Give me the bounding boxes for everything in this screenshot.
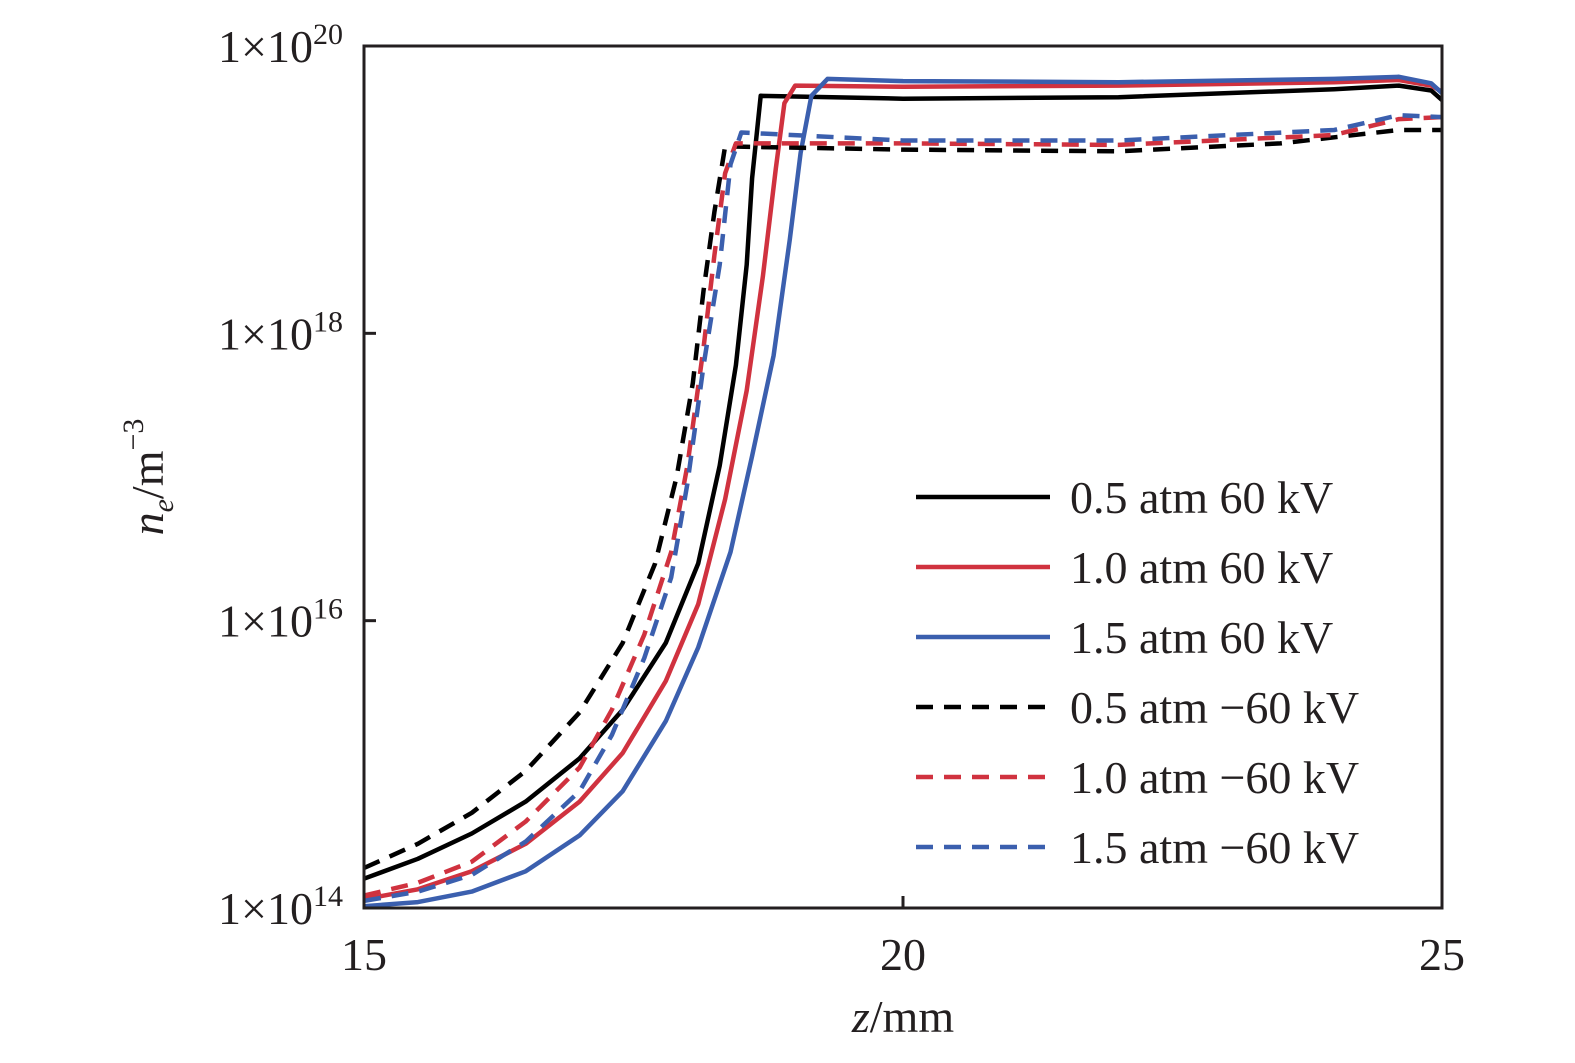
x-axis-title: z/mm — [851, 991, 954, 1042]
y-tick-label: 1×1018 — [218, 305, 343, 359]
legend-label: 1.0 atm −60 kV — [1070, 752, 1359, 803]
legend-label: 0.5 atm −60 kV — [1070, 682, 1359, 733]
legend-label: 0.5 atm 60 kV — [1070, 472, 1333, 523]
series-layer — [363, 74, 1444, 909]
x-axis-ticks: 15 20 25 — [341, 896, 1465, 980]
legend-label: 1.5 atm 60 kV — [1070, 612, 1333, 663]
y-tick-label: 1×1016 — [218, 593, 343, 647]
x-tick-label: 25 — [1419, 929, 1465, 980]
y-axis-title: ne/m−3 — [117, 419, 180, 536]
legend-label: 1.5 atm −60 kV — [1070, 822, 1359, 873]
y-axis-ticks: 1×1014 1×1016 1×1018 1×1020 — [218, 18, 376, 934]
series-line-6 — [363, 112, 1443, 904]
y-tick-label: 1×1014 — [218, 880, 343, 934]
x-tick-label: 20 — [880, 929, 926, 980]
series-line-3 — [363, 74, 1444, 909]
series-line-2 — [363, 77, 1444, 902]
y-tick-label: 1×1020 — [218, 18, 343, 72]
legend: 0.5 atm 60 kV 1.0 atm 60 kV 1.5 atm 60 kV 0… — [916, 472, 1359, 873]
series-line-5 — [363, 114, 1443, 898]
x-tick-label: 15 — [341, 929, 387, 980]
series-line-1 — [363, 83, 1444, 881]
legend-label: 1.0 atm 60 kV — [1070, 542, 1333, 593]
series-line-4 — [363, 127, 1442, 871]
